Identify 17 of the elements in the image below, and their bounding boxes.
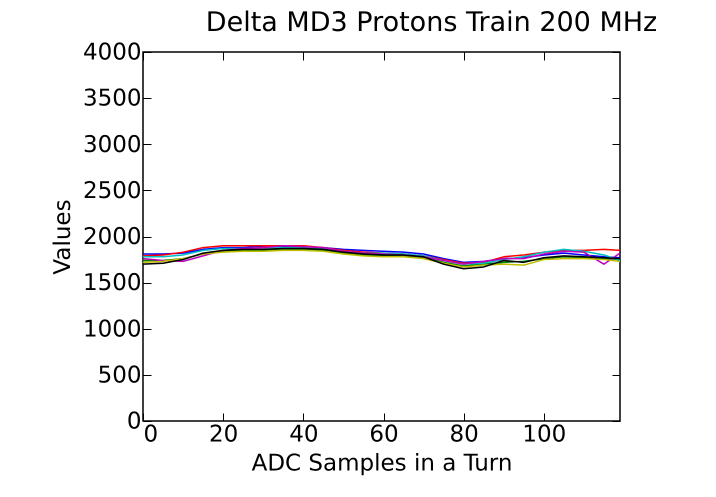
y-tick-label: 1500 — [82, 270, 142, 296]
y-tick-label: 3000 — [82, 132, 142, 158]
x-tick-label: 60 — [369, 422, 399, 448]
x-tick-label: 40 — [289, 422, 318, 448]
x-tick-label: 20 — [209, 422, 238, 448]
x-tick-label: 80 — [450, 422, 479, 448]
x-tick-label: 100 — [522, 422, 566, 448]
y-tick-label: 2500 — [82, 178, 142, 204]
y-tick-label: 4000 — [82, 40, 142, 66]
y-axis-title: Values — [50, 199, 76, 275]
y-tick-label: 2000 — [82, 224, 142, 250]
chart-title: Delta MD3 Protons Train 200 MHz — [206, 7, 658, 38]
y-tick-label: 3500 — [82, 86, 142, 112]
x-axis-title: ADC Samples in a Turn — [252, 450, 512, 476]
y-tick-label: 1000 — [82, 316, 142, 342]
x-tick-label: 0 — [144, 422, 158, 448]
y-tick-label: 500 — [98, 362, 142, 388]
